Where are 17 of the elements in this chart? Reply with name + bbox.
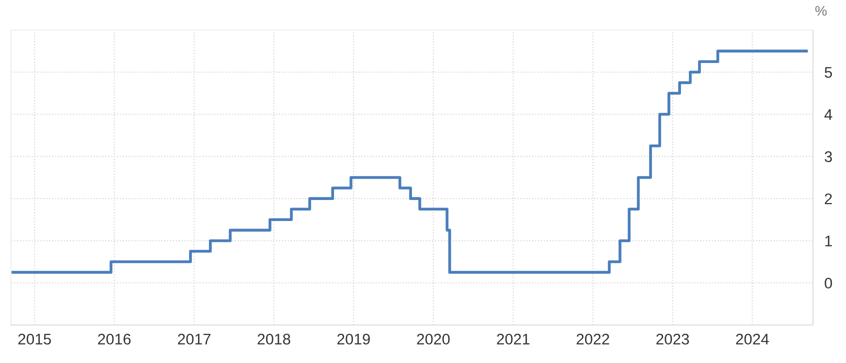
y-tick-label: 4 [824,109,832,120]
x-tick-label: 2020 [417,334,450,345]
y-tick-label: 1 [825,236,832,246]
x-tick-label: 2015 [18,334,51,345]
y-tick-label: 3 [824,151,832,162]
x-tick-label: 2022 [576,334,610,345]
x-tick-label: 2023 [656,334,689,345]
y-tick-label: 2 [824,193,832,204]
y-tick-label: 5 [824,67,832,78]
x-tick-label: 2019 [337,334,370,345]
y-axis-title: % [815,6,827,16]
x-tick-label: 2018 [258,334,290,345]
x-tick-label: 2021 [496,334,530,345]
x-tick-label: 2024 [736,334,769,345]
y-tick-label: 0 [824,278,832,289]
x-tick-label: 2016 [98,334,131,345]
x-tick-label: 2017 [178,334,210,345]
